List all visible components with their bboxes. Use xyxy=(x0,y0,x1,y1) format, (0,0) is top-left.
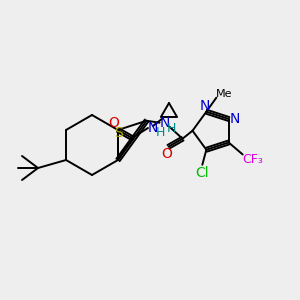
Text: N: N xyxy=(159,116,170,130)
Text: O: O xyxy=(161,147,172,161)
Text: Me: Me xyxy=(216,89,232,99)
Text: H: H xyxy=(155,127,165,140)
Text: N: N xyxy=(199,99,209,113)
Text: Cl: Cl xyxy=(196,166,209,180)
Text: CF₃: CF₃ xyxy=(242,153,263,166)
Text: N: N xyxy=(148,121,158,135)
Text: S: S xyxy=(115,126,123,140)
Text: N: N xyxy=(230,112,240,126)
Text: H: H xyxy=(167,122,176,135)
Text: O: O xyxy=(109,116,119,130)
